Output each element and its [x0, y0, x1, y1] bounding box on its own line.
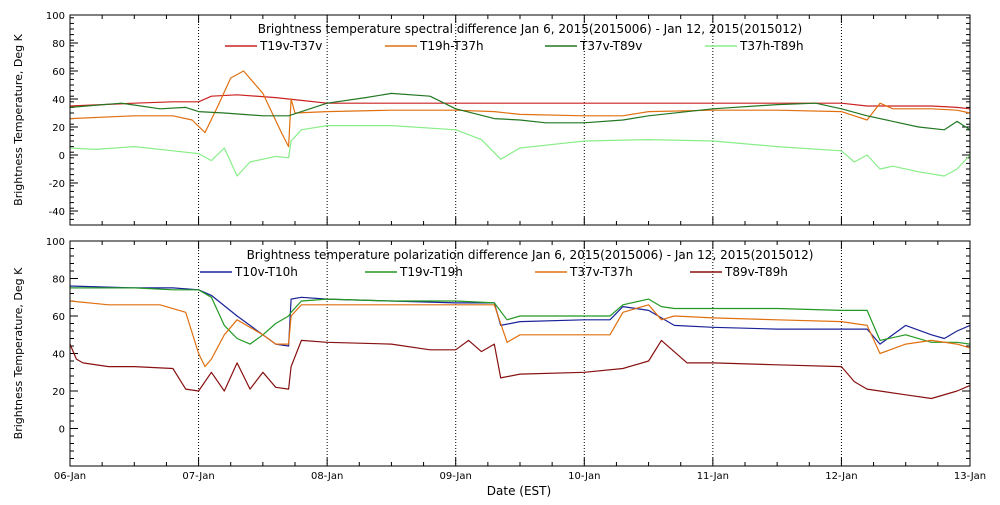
y-tick-label: -40	[49, 207, 65, 218]
plot-frame	[69, 14, 971, 226]
panel-1: -40 -20 0 20 40 60 80 100 T19v-T37v T19h-T37h T37v…	[12, 11, 971, 226]
legend-label: T10v-T10h	[234, 265, 298, 279]
series-line-t19v-t37v	[69, 94, 971, 110]
plot-frame	[69, 240, 971, 467]
y-tick-label: 40	[52, 350, 65, 361]
chart-title: Brightness temperature spectral differen…	[258, 22, 802, 36]
series-line-t19h-t37h	[69, 70, 971, 148]
legend-label: T89v-T89h	[724, 265, 788, 279]
y-tick-label: 80	[52, 39, 65, 50]
y-tick-label: -20	[49, 179, 65, 190]
y-tick-label: 40	[52, 95, 65, 106]
series-line-t37v-t89v	[69, 92, 971, 131]
y-tick-label: 60	[52, 67, 65, 78]
y-tick-label: 100	[46, 11, 65, 22]
y-tick-label: 100	[46, 237, 65, 248]
panel-2: 0 20 40 60 80 100 T10v-T10h T19v-T19h T37v-T37h T…	[12, 237, 986, 482]
x-tick-label: 08-Jan	[311, 471, 343, 482]
legend-label: T37h-T89h	[739, 39, 804, 53]
legend-label: T19v-T19h	[399, 265, 463, 279]
y-tick-label: 0	[59, 151, 65, 162]
legend-label: T19h-T37h	[419, 39, 484, 53]
y-axis-label: Brightness Temperature, Deg K	[12, 33, 25, 205]
x-tick-label: 09-Jan	[440, 471, 472, 482]
legend-label: T37v-T37h	[569, 265, 633, 279]
y-tick-label: 20	[52, 123, 65, 134]
y-axis-label: Brightness Temperature, Deg K	[12, 267, 25, 439]
x-tick-label: 12-Jan	[825, 471, 857, 482]
series-line-t37h-t89h	[69, 124, 971, 177]
y-tick-label: 60	[52, 312, 65, 323]
x-tick-label: 07-Jan	[182, 471, 214, 482]
x-tick-label: 06-Jan	[54, 471, 86, 482]
series-line-t19v-t19h	[70, 287, 971, 345]
x-tick-label: 13-Jan	[954, 471, 986, 482]
y-tick-label: 0	[59, 425, 65, 436]
chart-title: Brightness temperature polarization diff…	[247, 248, 814, 262]
y-tick-label: 80	[52, 275, 65, 286]
legend-label: T37v-T89v	[579, 39, 642, 53]
legend-label: T19v-T37v	[259, 39, 322, 53]
series-line-t37v-t37h	[69, 300, 971, 368]
x-tick-label: 11-Jan	[697, 471, 729, 482]
series-line-t10v-t10h	[69, 285, 971, 347]
x-axis-label: Date (EST)	[487, 484, 551, 498]
y-tick-label: 20	[52, 387, 65, 398]
x-tick-label: 10-Jan	[568, 471, 600, 482]
series-line-t89v-t89h	[69, 339, 971, 400]
